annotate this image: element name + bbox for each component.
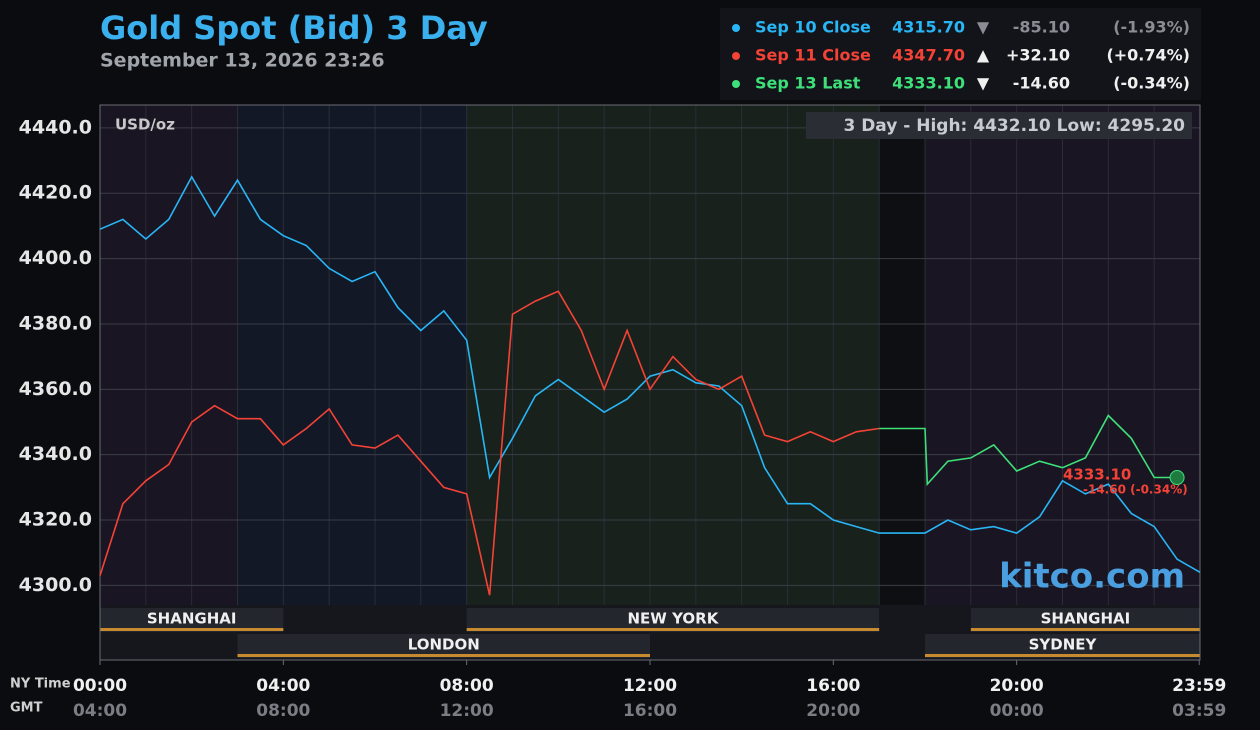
session-underline: [466, 628, 880, 631]
chart-title: Gold Spot (Bid) 3 Day: [100, 9, 488, 47]
legend-dot: [732, 80, 740, 88]
x-axis-label: NY Time: [10, 677, 71, 692]
legend-arrow: ▼: [977, 74, 990, 93]
x-tick-label: 04:00: [256, 676, 310, 696]
chart-subtitle: September 13, 2026 23:26: [100, 50, 385, 72]
x2-axis-label: GMT: [10, 701, 43, 716]
session-label: SHANGHAI: [147, 610, 237, 628]
legend-dot: [732, 52, 740, 60]
session-background: [100, 105, 238, 605]
legend-change: -14.60: [1013, 74, 1070, 93]
x2-tick-label: 12:00: [440, 701, 494, 721]
y-unit: USD/oz: [115, 116, 175, 134]
legend-change-pct: (+0.74%): [1106, 46, 1190, 65]
session-label: SHANGHAI: [1041, 610, 1131, 628]
last-point: [1169, 470, 1185, 486]
legend-change: +32.10: [1006, 46, 1070, 65]
range-note-bg: [806, 112, 1192, 139]
legend-close: 4347.70: [892, 46, 965, 65]
range-note: 3 Day - High: 4432.10 Low: 4295.20: [843, 116, 1185, 136]
y-tick-label: 4420.0: [19, 182, 92, 204]
y-tick-label: 4340.0: [19, 443, 92, 465]
legend-close: 4315.70: [892, 18, 965, 37]
session-background: [237, 105, 467, 605]
y-tick-label: 4320.0: [19, 509, 92, 531]
legend-dot: [732, 24, 740, 32]
y-tick-label: 4400.0: [19, 247, 92, 269]
y-tick-label: 4380.0: [19, 312, 92, 334]
legend-close: 4333.10: [892, 74, 965, 93]
session-label: LONDON: [408, 636, 480, 654]
x-tick-label: 16:00: [806, 676, 860, 696]
legend-change-pct: (-1.93%): [1113, 18, 1190, 37]
y-tick-label: 4300.0: [19, 574, 92, 596]
y-tick-label: 4360.0: [19, 378, 92, 400]
price-line: [99, 175, 1201, 573]
session-background: [879, 105, 925, 605]
legend-change-pct: (-0.34%): [1113, 74, 1190, 93]
legend-name: Sep 13 Last: [755, 74, 861, 93]
session-label: SYDNEY: [1029, 636, 1098, 654]
legend-arrow: ▼: [977, 18, 990, 37]
session-underline: [100, 628, 284, 631]
price-line: [99, 290, 880, 596]
watermark: kitco.com: [999, 557, 1185, 597]
session-underline: [237, 654, 650, 657]
x2-tick-label: 08:00: [256, 701, 310, 721]
x-tick-label: 08:00: [440, 676, 494, 696]
session-label: NEW YORK: [628, 610, 720, 628]
x-tick-label: 23:59: [1172, 676, 1226, 696]
x-tick-label: 20:00: [990, 676, 1044, 696]
x2-tick-label: 04:00: [73, 701, 127, 721]
price-line: [879, 414, 1178, 487]
legend-arrow: ▲: [977, 46, 990, 65]
session-underline: [925, 654, 1200, 657]
last-change: -14.60 (-0.34%): [1083, 483, 1188, 497]
x2-tick-label: 20:00: [806, 701, 860, 721]
x2-tick-label: 00:00: [990, 701, 1044, 721]
y-tick-label: 4440.0: [19, 116, 92, 138]
legend-change: -85.10: [1013, 18, 1070, 37]
legend-name: Sep 10 Close: [755, 18, 871, 37]
x2-tick-label: 03:59: [1172, 701, 1226, 721]
legend-box: [720, 8, 1201, 100]
legend-name: Sep 11 Close: [755, 46, 871, 65]
session-underline: [970, 628, 1200, 631]
x-tick-label: 12:00: [623, 676, 677, 696]
x2-tick-label: 16:00: [623, 701, 677, 721]
x-tick-label: 00:00: [73, 676, 127, 696]
last-price: 4333.10: [1063, 466, 1131, 484]
session-background: [466, 105, 880, 605]
